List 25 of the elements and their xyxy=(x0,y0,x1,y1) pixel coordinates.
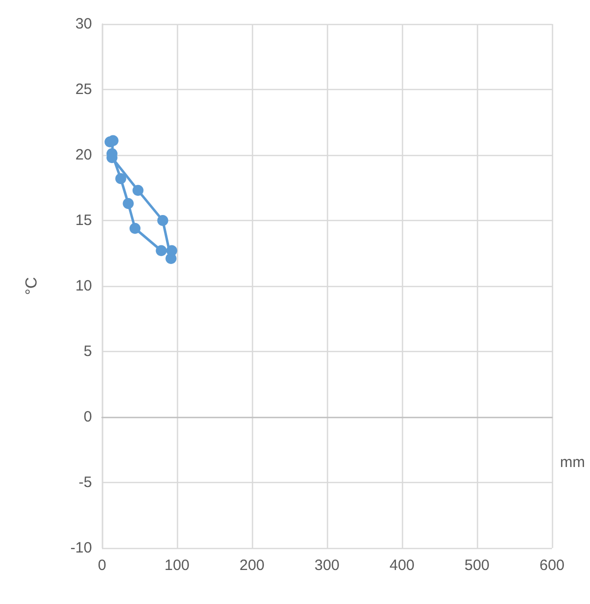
y-tick-label: 15 xyxy=(75,212,92,229)
x-tick-label: 600 xyxy=(539,557,565,574)
x-tick-label: 100 xyxy=(164,557,190,574)
point xyxy=(166,252,176,264)
x-tick-label: 200 xyxy=(239,557,265,574)
point xyxy=(157,215,168,226)
x-tick-label: 0 xyxy=(98,557,106,574)
point xyxy=(115,173,126,184)
point xyxy=(122,198,134,209)
y-tick-label: 0 xyxy=(84,408,92,426)
y-tick-label: 30 xyxy=(75,16,92,32)
point xyxy=(130,222,140,234)
y-tick-label: -10 xyxy=(70,540,92,556)
point xyxy=(156,245,167,256)
y-tick-label: 5 xyxy=(84,343,92,360)
x-tick-label: 400 xyxy=(389,557,415,574)
y-tick-label: 25 xyxy=(75,81,92,98)
y-tick-label: 10 xyxy=(75,278,92,294)
point xyxy=(132,184,144,196)
x-tick-label: 300 xyxy=(314,557,340,574)
y-tick-label: -5 xyxy=(78,474,92,491)
x-tick-label: 500 xyxy=(464,557,490,574)
y-tick-label: 20 xyxy=(75,146,92,164)
x-axis-title: mm xyxy=(560,454,585,471)
y-axis-title: °C xyxy=(24,277,40,295)
